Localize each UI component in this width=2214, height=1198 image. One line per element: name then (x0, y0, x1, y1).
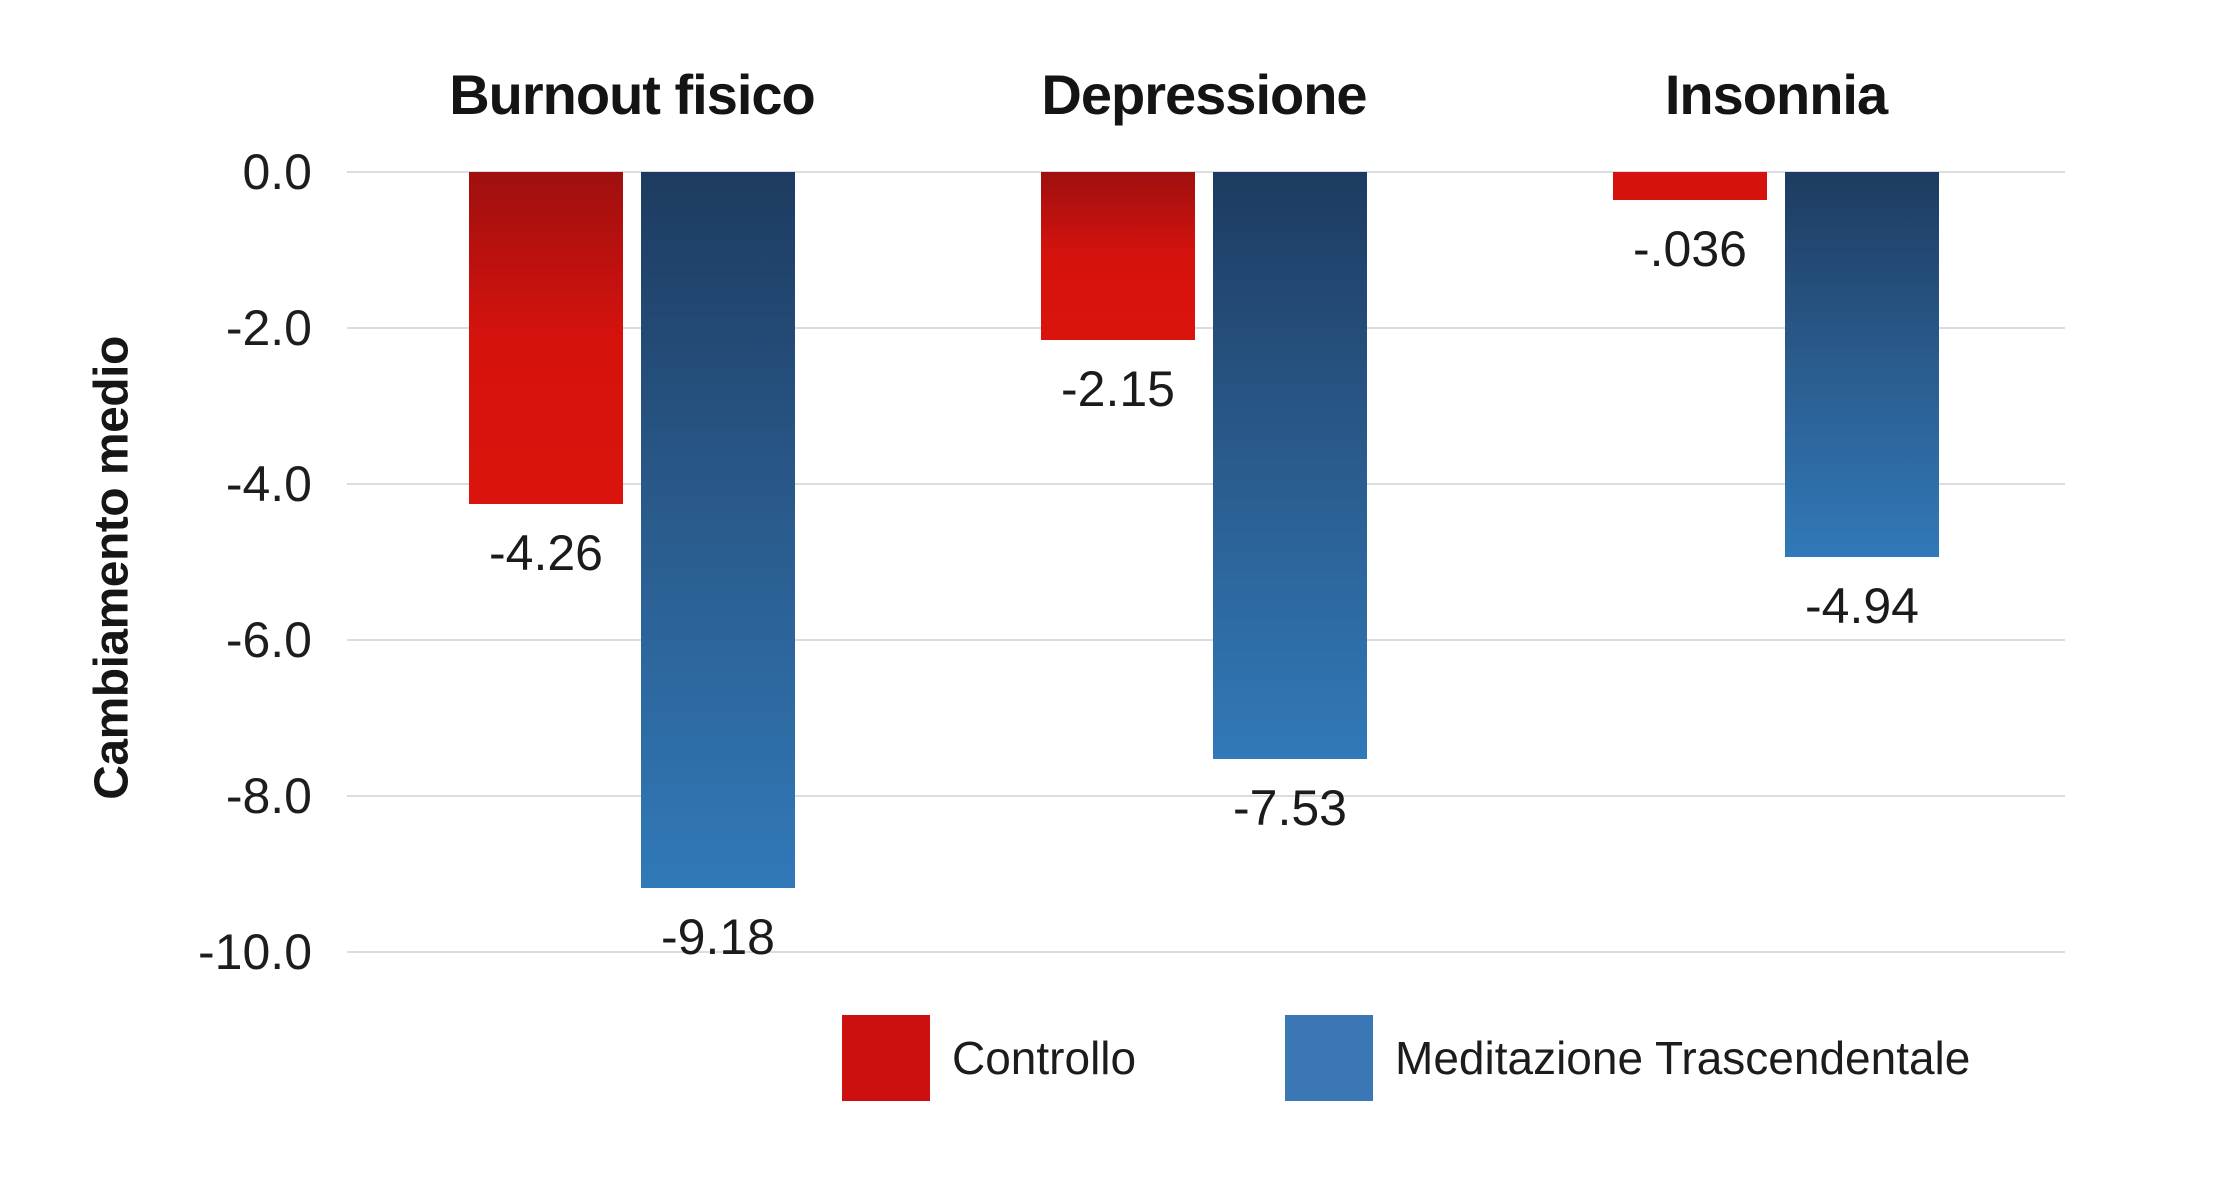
y-tick-label-4-0: -4.0 (225, 456, 312, 512)
y-tick-label-0-0: 0.0 (242, 144, 312, 200)
legend-label-controllo: Controllo (952, 1032, 1137, 1084)
y-tick-label-10-0: -10.0 (198, 924, 312, 980)
legend-item-controllo: Controllo (842, 1014, 1136, 1102)
y-tick-label-8-0: -8.0 (225, 768, 312, 824)
legend-swatch-meditazione-trascendentale (1285, 1015, 1373, 1101)
gridline-0-0 (347, 171, 2065, 173)
bar-value-label-controllo-burnout-fisico: -4.26 (489, 525, 603, 581)
bar-value-label-controllo-depressione: -2.15 (1061, 361, 1175, 417)
category-title-insonnia: Insonnia (1664, 63, 1888, 126)
bar-controllo-insonnia (1613, 172, 1767, 200)
legend-label-meditazione-trascendentale: Meditazione Trascendentale (1395, 1032, 1971, 1084)
category-title-burnout-fisico: Burnout fisico (449, 63, 816, 126)
legend-swatch-controllo (842, 1015, 930, 1101)
bar-value-label-meditazione-trascendentale-insonnia: -4.94 (1805, 578, 1919, 634)
gridline-2-0 (347, 327, 2065, 329)
gridline-4-0 (347, 483, 2065, 485)
bar-value-label-meditazione-trascendentale-burnout-fisico: -9.18 (661, 909, 775, 965)
bar-meditazione-trascendentale-depressione (1213, 172, 1367, 759)
bar-value-label-controllo-insonnia: -.036 (1633, 221, 1747, 277)
bar-meditazione-trascendentale-burnout-fisico (641, 172, 795, 888)
y-tick-label-6-0: -6.0 (225, 612, 312, 668)
bar-value-label-meditazione-trascendentale-depressione: -7.53 (1233, 780, 1347, 836)
category-title-depressione: Depressione (1041, 63, 1367, 126)
gridline-10-0 (347, 951, 2065, 953)
bar-controllo-burnout-fisico (469, 172, 623, 504)
bar-meditazione-trascendentale-insonnia (1785, 172, 1939, 557)
legend-item-meditazione-trascendentale: Meditazione Trascendentale (1285, 1014, 1970, 1102)
y-tick-label-2-0: -2.0 (225, 300, 312, 356)
bar-controllo-depressione (1041, 172, 1195, 340)
gridline-6-0 (347, 639, 2065, 641)
gridline-8-0 (347, 795, 2065, 797)
